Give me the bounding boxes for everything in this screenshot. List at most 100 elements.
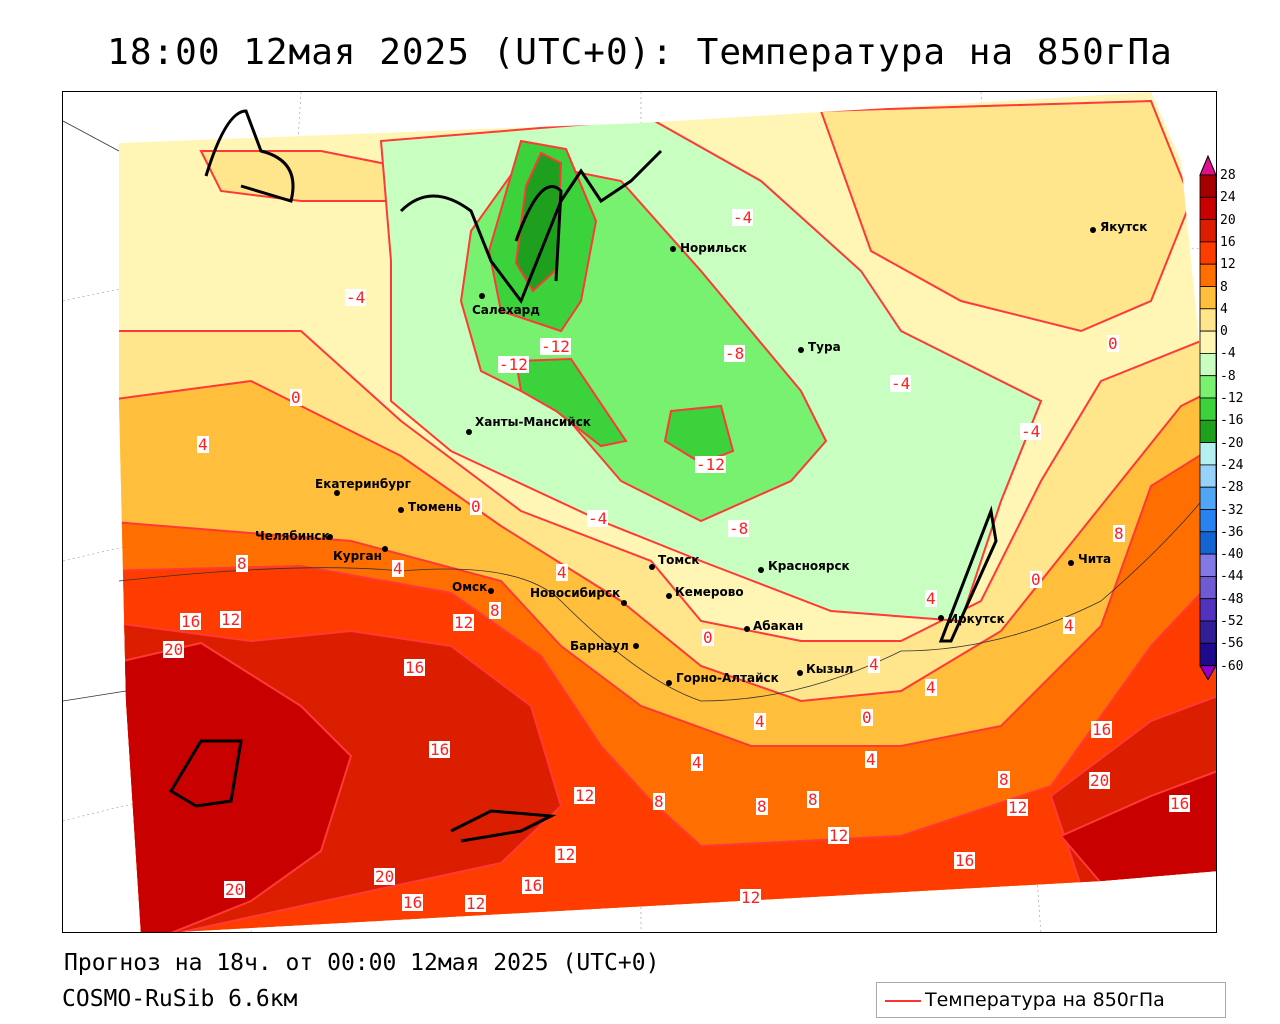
contour-label: 16 [1169,794,1191,813]
contour-label: 16 [180,612,202,631]
contour-label: 12 [465,894,487,913]
colorbar-tick-label: 24 [1220,190,1236,206]
forecast-info: Прогноз на 18ч. от 00:00 12мая 2025 (UTC… [64,950,660,976]
colorbar-tick-label: 16 [1220,234,1236,250]
city-dot [633,643,639,649]
colorbar-bin [1199,352,1217,377]
contour-label: -12 [695,455,726,474]
colorbar-tick-label: -56 [1220,636,1244,652]
city-dot [938,615,944,621]
city-label: Иркутск [948,612,1005,626]
colorbar-tick-label: -32 [1220,502,1244,518]
colorbar-tick-label: -44 [1220,569,1244,585]
contour-label: -12 [498,355,529,374]
contour-label: 20 [1089,771,1111,790]
colorbar-bin [1199,219,1217,243]
city-dot [466,429,472,435]
city-dot [670,246,676,252]
contour-label: 12 [453,613,475,632]
colorbar-bin [1199,263,1217,287]
colorbar-tick-label: -12 [1220,391,1244,406]
city-dot [398,507,404,513]
city-label: Ханты-Мансийск [475,415,591,429]
contour-label: -4 [732,208,754,227]
contour-label: 0 [1030,570,1042,589]
colorbar-bin [1199,553,1217,577]
temperature-field [63,92,1216,932]
contour-label: 12 [828,826,850,845]
colorbar-bin [1199,241,1217,265]
contour-label: -4 [890,374,912,393]
city-dot [479,293,485,299]
contour-label: 16 [954,851,976,870]
colorbar-bin [1199,575,1217,600]
city-label: Кызыл [806,662,854,676]
colorbar-tick-label: -16 [1220,413,1244,429]
city-dot [666,593,672,599]
city-dot [327,534,333,540]
legend-line-swatch [885,1000,921,1002]
colorbar-tick-label: -48 [1220,591,1244,607]
city-dot [488,588,494,594]
colorbar-bin [1199,397,1217,421]
contour-label: 0 [290,388,302,407]
city-dot [666,680,672,686]
contour-label: 12 [740,888,762,907]
colorbar-tick-label: -20 [1220,435,1244,451]
colorbar-bin [1199,620,1217,644]
colorbar-tick-label: -24 [1220,457,1244,473]
city-dot [1090,227,1096,233]
city-label: Чита [1078,552,1112,566]
city-dot [382,546,388,552]
city-label: Омск [452,580,488,594]
colorbar-bin [1199,509,1217,533]
colorbar-bin [1199,308,1217,332]
contour-label: 12 [220,610,242,629]
contour-label: -8 [724,344,746,363]
colorbar-bin [1199,464,1217,488]
temperature-map [62,91,1217,933]
city-dot [797,670,803,676]
model-name: COSMO-RuSib 6.6км [62,986,298,1012]
colorbar-bin [1199,531,1217,555]
city-label: Екатеринбург [315,477,411,491]
colorbar-bin [1199,174,1217,198]
colorbar-tick-label: -52 [1220,614,1244,629]
contour-label: 12 [555,845,577,864]
colorbar-tick-label: -60 [1220,658,1244,674]
colorbar-tick-label: 28 [1220,168,1236,183]
contour-label: 8 [236,554,248,573]
city-label: Норильск [680,241,747,255]
colorbar-bin [1199,375,1217,399]
contour-label: 0 [470,497,482,516]
colorbar-bin [1199,330,1217,354]
contour-label: 8 [489,601,501,620]
contour-label: -4 [1020,422,1042,441]
city-label: Курган [333,549,382,563]
contour-label: 0 [1107,334,1119,353]
contour-label: 4 [556,563,568,582]
colorbar-tick-label: -28 [1220,480,1244,496]
zone-20-24 [119,641,353,932]
city-label: Салехард [472,303,540,317]
contour-label: 4 [691,753,703,772]
colorbar-bin [1199,598,1217,622]
city-label: Тюмень [408,500,462,514]
colorbar-tick-label: 12 [1220,257,1236,273]
contour-label: 20 [163,640,185,659]
contour-label: 0 [861,708,873,727]
city-label: Кемерово [675,585,744,599]
colorbar-bin [1199,196,1217,220]
contour-label: 20 [224,880,246,899]
contour-label: 4 [197,435,209,454]
contour-label: 8 [998,770,1010,789]
contour-label: -12 [540,337,571,356]
city-label: Тура [808,340,841,354]
city-label: Новосибирск [530,586,621,600]
contour-label: 16 [402,893,424,912]
contour-label: 4 [925,589,937,608]
city-label: Красноярск [768,559,850,573]
contour-label: -4 [587,509,609,528]
map-title: 18:00 12мая 2025 (UTC+0): Температура на… [107,32,1173,73]
contour-label: 4 [865,750,877,769]
